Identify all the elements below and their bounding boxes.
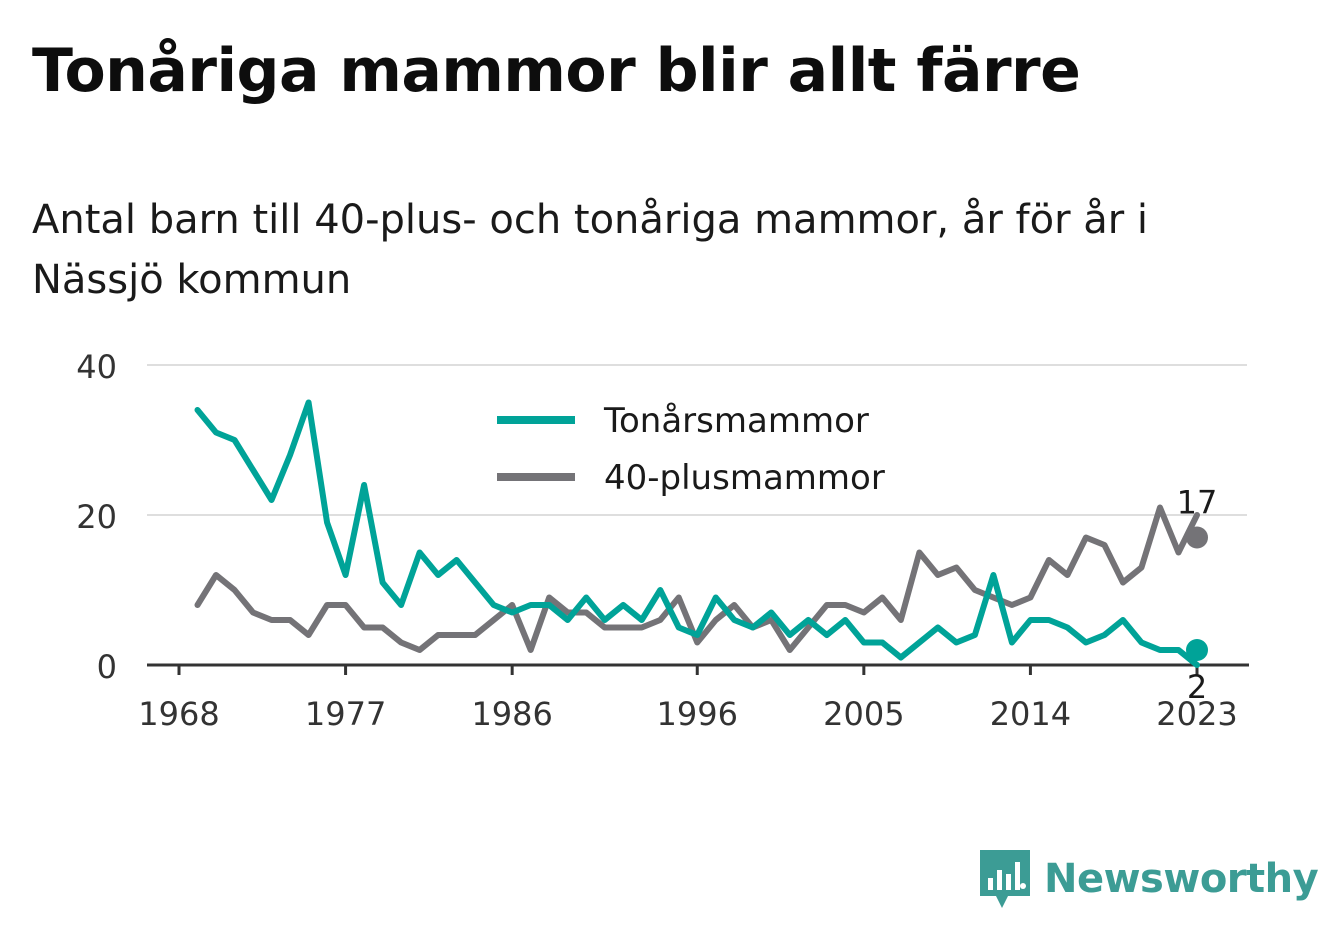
legend: Tonårsmammor 40-plusmammor bbox=[485, 392, 910, 514]
series-end-point bbox=[1186, 526, 1208, 549]
y-tick-label: 20 bbox=[76, 498, 117, 536]
end-value-label: 17 bbox=[1177, 484, 1218, 522]
chart-subtitle: Antal barn till 40-plus- och tonåriga ma… bbox=[32, 197, 1149, 303]
newsworthy-logo: Newsworthy bbox=[980, 850, 1319, 908]
series-end-point bbox=[1186, 639, 1208, 661]
x-tick-label: 1968 bbox=[138, 695, 219, 733]
x-tick-label: 2014 bbox=[990, 695, 1071, 733]
brand-name: Newsworthy bbox=[1044, 856, 1319, 902]
x-tick-label: 2005 bbox=[823, 695, 904, 733]
y-tick-label: 0 bbox=[97, 648, 117, 686]
y-tick-label: 40 bbox=[76, 348, 117, 386]
x-tick-label: 2023 bbox=[1156, 695, 1237, 733]
x-tick-label: 1986 bbox=[471, 695, 552, 733]
end-labels: 2 17 bbox=[1177, 484, 1218, 707]
axes: 0 20 40 1968 1977 1986 1996 2005 2014 2023 bbox=[76, 348, 1249, 733]
x-tick-label: 1977 bbox=[305, 695, 386, 733]
bar-chart-speech-bubble-icon bbox=[980, 850, 1030, 908]
end-value-label: 2 bbox=[1187, 668, 1207, 706]
series-line-tonarsmammor bbox=[194, 399, 1200, 668]
gridlines bbox=[147, 364, 1247, 516]
legend-label: Tonårsmammor bbox=[603, 401, 869, 441]
line-chart: 0 20 40 1968 1977 1986 1996 2005 2014 2023 Tonårs… bbox=[76, 348, 1249, 733]
legend-background bbox=[485, 392, 910, 514]
series-lines bbox=[194, 399, 1200, 668]
legend-label: 40-plusmammor bbox=[604, 458, 885, 498]
series-line-40-plusmammor bbox=[194, 504, 1200, 653]
chart-title: Tonåriga mammor blir allt färre bbox=[32, 36, 1081, 106]
x-tick-label: 1996 bbox=[657, 695, 738, 733]
